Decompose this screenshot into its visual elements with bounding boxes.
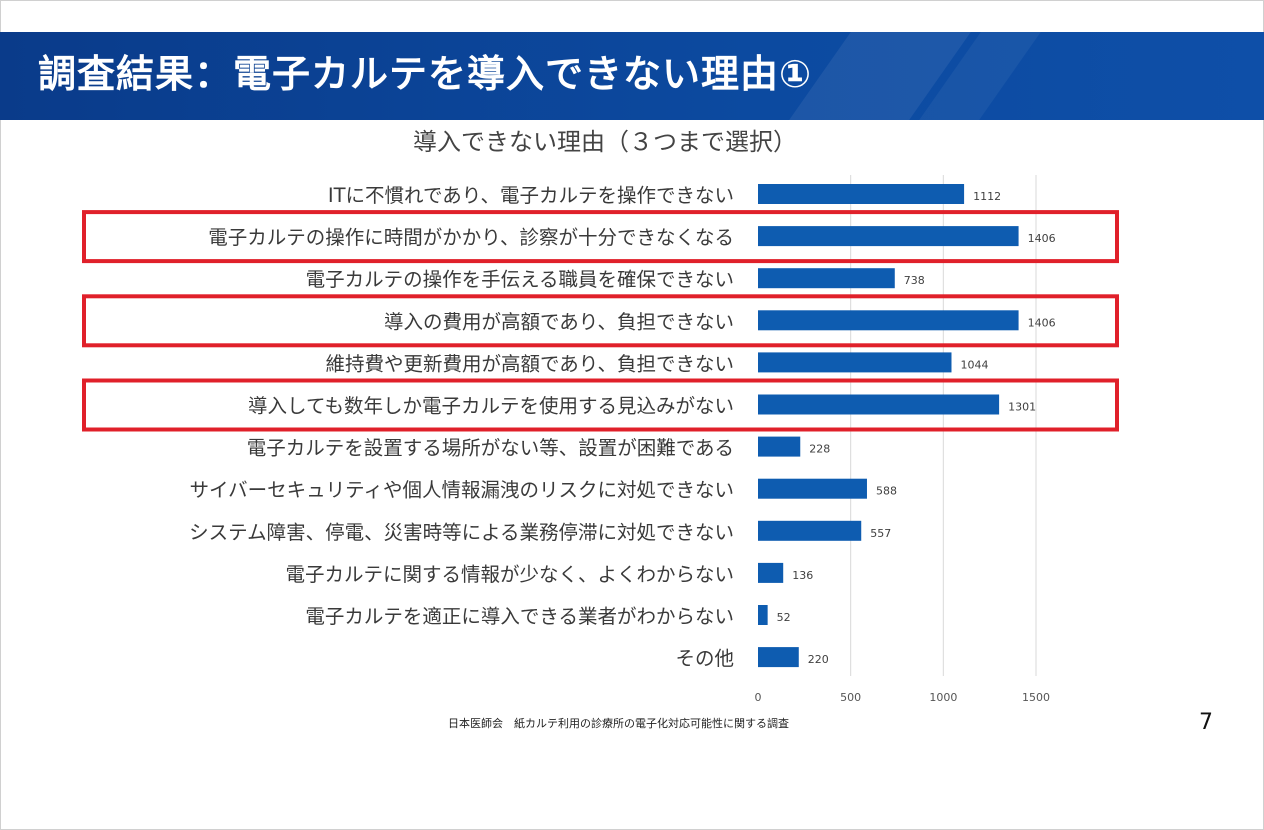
header-bar: 調査結果：電子カルテを導入できない理由①	[0, 32, 1264, 120]
category-label: その他	[675, 647, 734, 670]
category-label: 導入の費用が高額であり、負担できない	[384, 310, 734, 333]
bar-chart: 0 500 1000 1500 ITに不慣れであり、電子カルテを操作できない 1112 電子…	[82, 175, 1119, 704]
data-label: 738	[904, 274, 925, 287]
category-label: 電子カルテの操作を手伝える職員を確保できない	[306, 268, 734, 291]
category-label: 電子カルテを適正に導入できる業者がわからない	[305, 605, 734, 628]
source-note: 日本医師会 紙カルテ利用の診療所の電子化対応可能性に関する調査	[448, 717, 789, 730]
bar	[758, 520, 862, 541]
x-tick-label: 1500	[1022, 691, 1050, 704]
bar	[758, 268, 895, 289]
page-title: 調査結果：電子カルテを導入できない理由①	[38, 52, 813, 96]
data-label: 1044	[960, 358, 988, 371]
data-label: 1112	[973, 190, 1001, 203]
category-label: システム障害、停電、災害時等による業務停滞に対処できない	[189, 521, 734, 544]
bar	[758, 394, 1000, 415]
bar	[758, 605, 768, 625]
bar	[758, 647, 799, 668]
data-label: 1406	[1028, 232, 1056, 245]
x-tick-label: 0	[755, 691, 762, 704]
highlight-box	[82, 210, 1119, 264]
data-label: 557	[870, 527, 891, 540]
category-label: 電子カルテの操作に時間がかかり、診察が十分できなくなる	[208, 226, 734, 249]
data-label: 588	[876, 485, 897, 498]
category-label: サイバーセキュリティや個人情報漏洩のリスクに対処できない	[190, 479, 734, 502]
data-label: 1406	[1028, 316, 1056, 329]
bar	[758, 436, 801, 457]
category-label: 電子カルテに関する情報が少なく、よくわからない	[285, 563, 734, 586]
category-label: 維持費や更新費用が高額であり、負担できない	[325, 352, 734, 375]
chart-title: 導入できない理由（３つまで選択）	[413, 128, 797, 156]
data-label: 220	[808, 653, 829, 666]
category-label: 導入しても数年しか電子カルテを使用する見込みがない	[248, 395, 734, 418]
data-label: 228	[809, 443, 830, 456]
category-label: ITに不慣れであり、電子カルテを操作できない	[328, 184, 734, 207]
data-label: 136	[792, 569, 813, 582]
bar	[758, 562, 784, 583]
x-tick-label: 500	[840, 691, 861, 704]
highlight-box	[82, 294, 1119, 348]
highlight-box	[82, 378, 1119, 432]
data-label: 1301	[1008, 401, 1036, 414]
category-label: 電子カルテを設置する場所がない等、設置が困難である	[247, 437, 734, 460]
bar	[758, 478, 867, 499]
bar	[758, 310, 1019, 331]
page-number: 7	[1199, 710, 1213, 735]
bar	[758, 226, 1019, 247]
bar	[758, 352, 952, 373]
data-label: 52	[777, 611, 791, 624]
bar	[758, 184, 965, 204]
x-tick-label: 1000	[929, 691, 957, 704]
